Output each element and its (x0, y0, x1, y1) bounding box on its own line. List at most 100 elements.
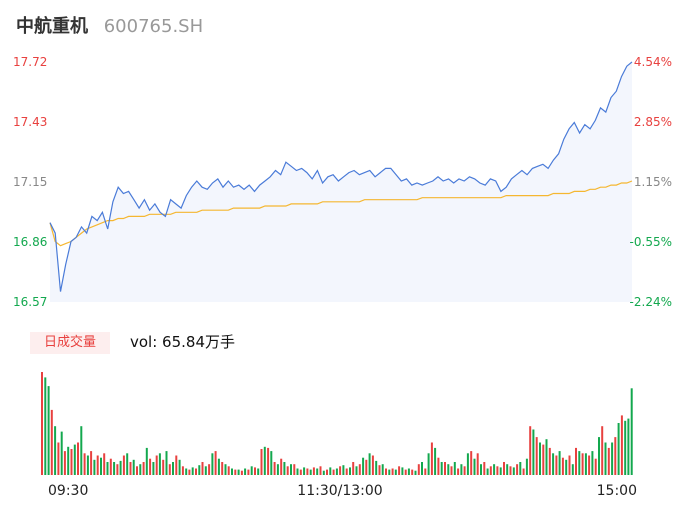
volume-bar (260, 449, 263, 475)
chart-title: 中航重机 600765.SH (16, 12, 203, 38)
volume-bar (54, 426, 57, 475)
stock-name: 中航重机 (16, 16, 88, 37)
volume-bar (109, 458, 112, 475)
time-tick-label: 11:30/13:00 (297, 483, 382, 499)
volume-bar (119, 460, 122, 475)
volume-bar (437, 457, 440, 475)
volume-bar (195, 468, 197, 475)
volume-bar (457, 468, 460, 475)
volume-bar (539, 442, 541, 475)
volume-bar (594, 458, 597, 475)
volume-bar (607, 447, 610, 475)
price-tick-label: 16.86 (13, 235, 47, 249)
volume-bar (617, 423, 620, 475)
volume-bar (47, 386, 50, 475)
volume-bar (548, 447, 551, 475)
volume-bar (86, 455, 89, 475)
volume-bar (178, 459, 181, 475)
volume-bar (411, 469, 414, 475)
volume-bar (267, 447, 270, 475)
volume-bar (63, 451, 66, 475)
volume-bar (460, 464, 463, 475)
volume-bar (83, 453, 86, 475)
volume-bar (503, 462, 505, 475)
stock-code: 600765.SH (103, 16, 204, 37)
volume-summary: vol: 65.84万手 (130, 333, 235, 351)
volume-bar (476, 453, 479, 475)
volume-bar (430, 442, 433, 475)
volume-bar (388, 469, 391, 475)
volume-bar (60, 431, 63, 475)
volume-bar (44, 377, 47, 475)
volume-bar (139, 464, 142, 475)
volume-bar (434, 447, 437, 475)
axis-labels: 17.72 4.54% 17.43 2.85% 17.15 1.15% 16.86 -0.55… (13, 55, 672, 499)
volume-bar (247, 469, 250, 475)
volume-bar (545, 439, 548, 475)
volume-bar (263, 446, 266, 475)
volume-bar (41, 372, 43, 475)
volume-bar (394, 469, 397, 475)
volume-bar (191, 467, 194, 475)
volume-bar (519, 462, 522, 475)
volume-bar (401, 467, 404, 475)
volume-bar (244, 468, 247, 475)
volume-bar (378, 465, 381, 475)
volume-bar (211, 453, 214, 475)
volume-bar (132, 459, 135, 475)
volume-bar (427, 453, 430, 475)
volume-bar (188, 469, 191, 475)
volume-bar (381, 464, 384, 475)
volume-bar (496, 466, 499, 475)
volume-bar (424, 468, 427, 475)
volume-bar (100, 457, 102, 475)
volume-bar (250, 466, 253, 475)
volume-bar (598, 437, 600, 475)
volume-bar (342, 465, 345, 475)
volume-bar (96, 455, 99, 475)
volume-bar (506, 464, 509, 475)
volume-bar (286, 466, 289, 475)
volume-bar (217, 458, 220, 475)
volume-bar (316, 468, 319, 475)
volume-bar (421, 462, 423, 475)
volume-bar (73, 444, 76, 475)
volume-bar (162, 459, 165, 475)
volume-bar (349, 467, 351, 475)
volume-bar (558, 451, 561, 475)
volume-bar (322, 470, 325, 475)
volume-bar (231, 468, 233, 475)
volume-bar (404, 469, 407, 475)
volume-bar (312, 467, 315, 475)
volume-bar (335, 468, 338, 475)
volume-bar (473, 458, 476, 475)
price-tick-label: 16.57 (13, 295, 47, 309)
price-tick-label: 17.43 (13, 115, 47, 129)
volume-bar (221, 462, 224, 475)
volume-bar (578, 451, 581, 475)
volume-tab[interactable]: 日成交量 (30, 332, 110, 354)
volume-bar (499, 467, 502, 475)
percent-tick-label: -2.24% (630, 295, 672, 309)
volume-bar (529, 426, 532, 475)
price-panel (49, 61, 633, 302)
volume-bar (584, 453, 587, 475)
volume-bar (201, 462, 204, 475)
volume-bar (329, 467, 332, 475)
price-area-fill (50, 62, 632, 302)
volume-bar (57, 442, 60, 475)
volume-bar (512, 467, 515, 475)
percent-tick-label: 2.85% (634, 115, 672, 129)
volume-bar (371, 455, 374, 475)
time-tick-label: 09:30 (48, 483, 88, 499)
volume-bar (168, 464, 171, 475)
percent-tick-label: 1.15% (634, 175, 672, 189)
volume-bar (440, 462, 443, 475)
volume-bar (67, 446, 70, 475)
volume-bar (624, 420, 627, 475)
volume-bar (172, 462, 174, 475)
volume-bar (525, 458, 528, 475)
volume-bar (299, 469, 302, 475)
volume-bar (181, 466, 184, 475)
price-line (49, 61, 633, 292)
